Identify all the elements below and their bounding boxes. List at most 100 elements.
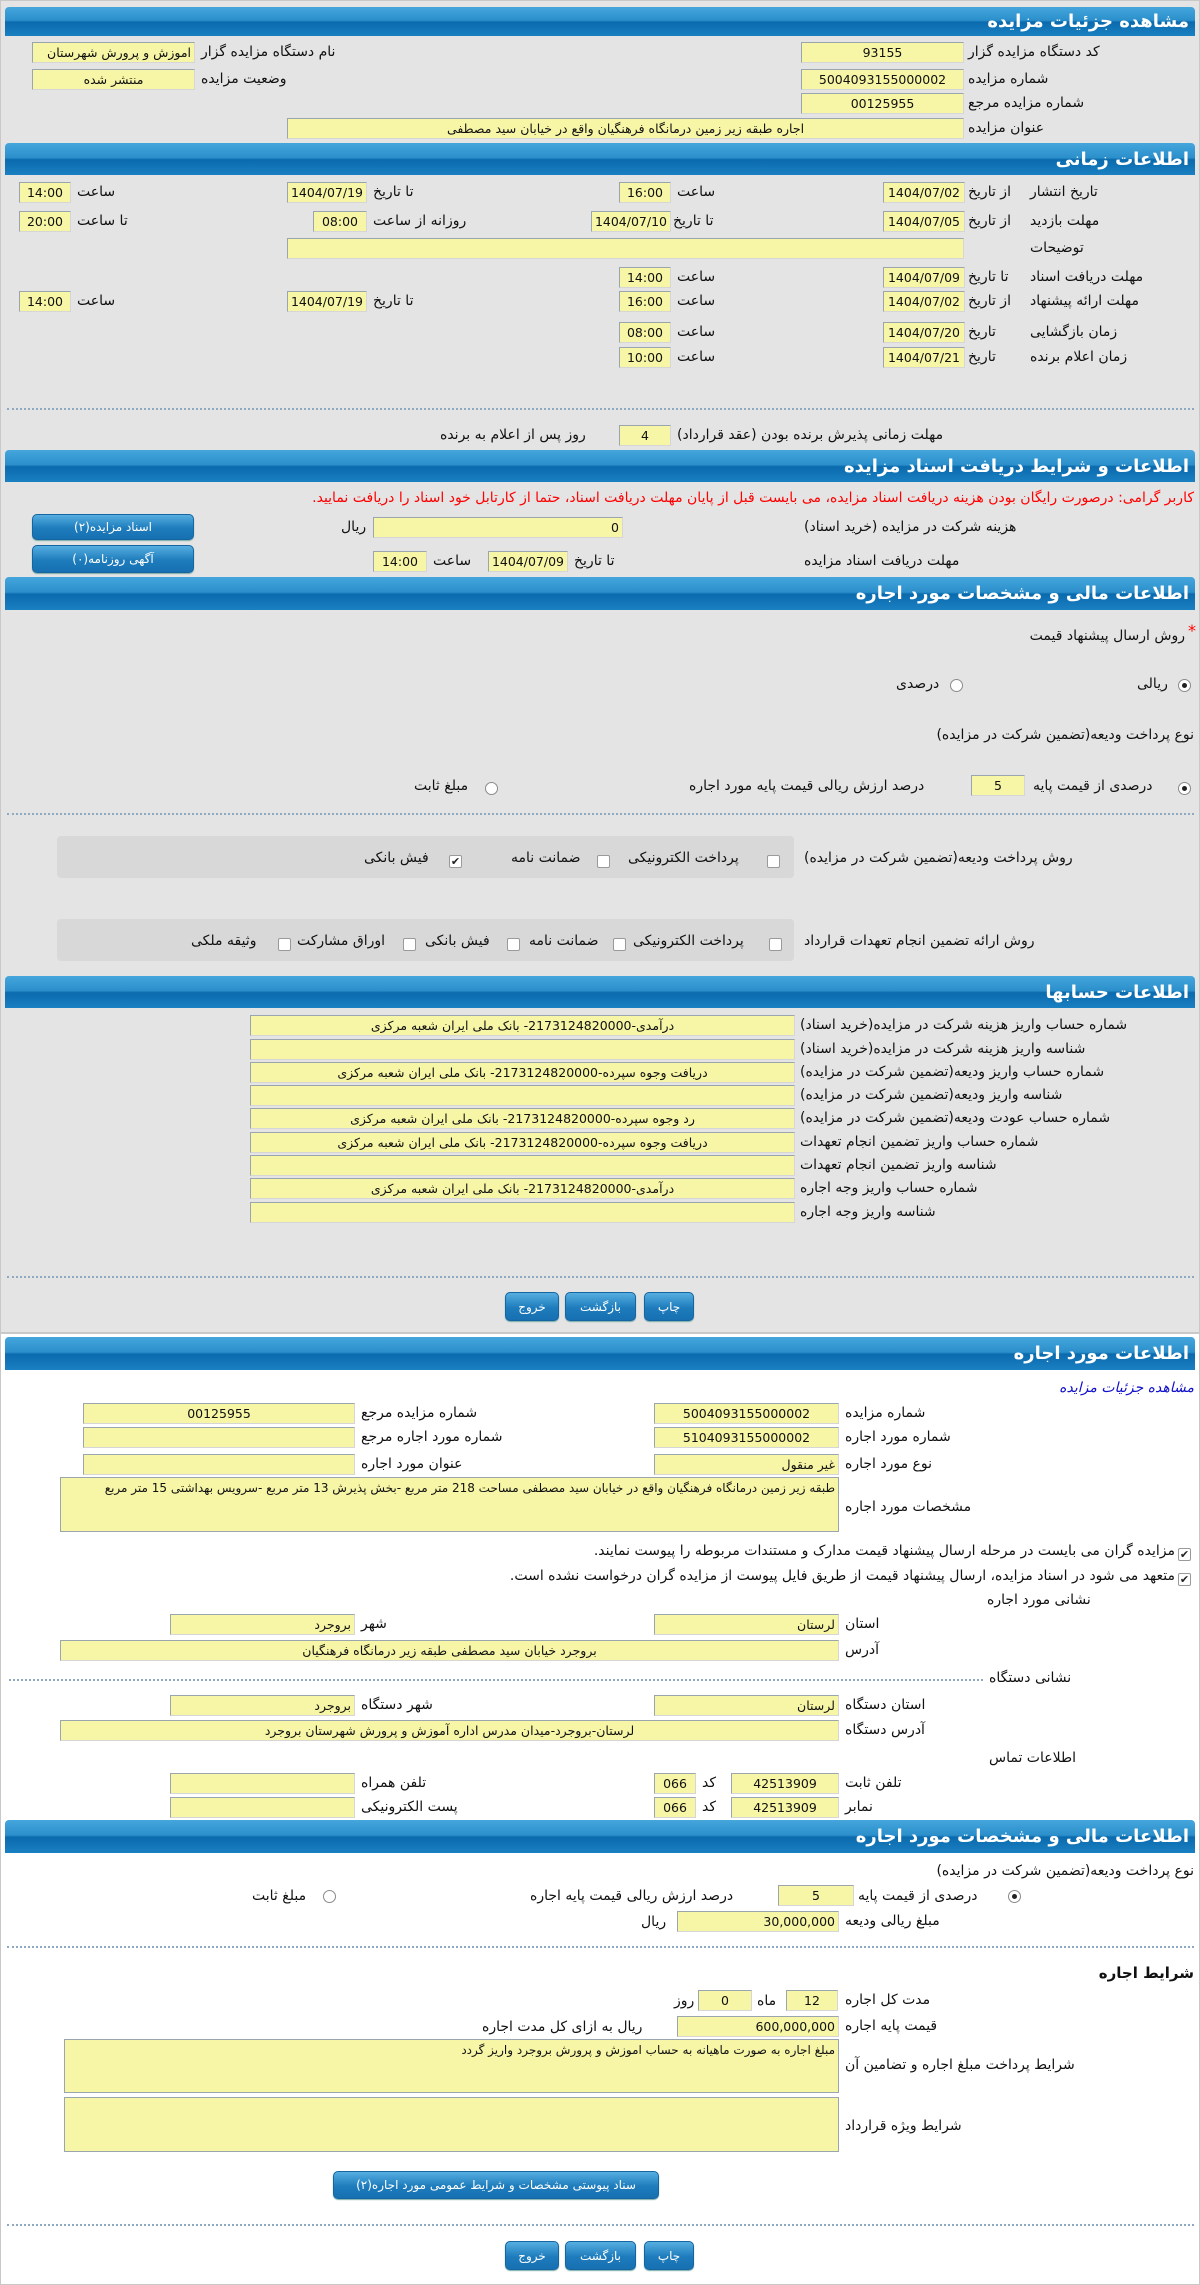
radio-button[interactable]: [485, 782, 498, 795]
auction-org-name-field[interactable]: اموزش و پرورش شهرستان: [32, 42, 195, 63]
timing-opening-time-field[interactable]: 08:00: [619, 322, 671, 343]
accounts-rows-6-value-field[interactable]: [250, 1155, 795, 1176]
auction-status-field[interactable]: منتشر شده: [32, 69, 195, 90]
lease-financial-percent-field[interactable]: 5: [778, 1885, 854, 1906]
timing-visit-to-date-field[interactable]: 1404/07/10: [591, 211, 671, 232]
financial-guarantee-methods-1-label: ضمانت نامه: [529, 933, 599, 949]
lease-item-org-province-field[interactable]: لرستان: [654, 1695, 839, 1716]
attachment-documents-button[interactable]: سناد پیوستی مشخصات و شرایط عمومی مورد اج…: [333, 2171, 659, 2199]
accounts-rows-2-value-field[interactable]: دریافت وجوه سپرده-2173124820000- بانک مل…: [250, 1062, 795, 1083]
auction-number-field[interactable]: 5004093155000002: [801, 69, 964, 90]
auction-ref-field[interactable]: 00125955: [801, 93, 964, 114]
auction-documents-button[interactable]: اسناد مزایده(۲): [32, 514, 194, 540]
lease-item-type-field[interactable]: غیر منقول: [654, 1454, 839, 1475]
lease-item-fax-field[interactable]: 42513909: [731, 1797, 839, 1818]
lease-financial-payment-terms-textarea[interactable]: مبلغ اجاره به صورت ماهیانه به حساب اموزش…: [64, 2039, 839, 2093]
timing-offer-to-date-field[interactable]: 1404/07/19: [287, 291, 367, 312]
accounts-rows-8-value-field[interactable]: [250, 1202, 795, 1223]
timing-docs-time-label: ساعت: [677, 269, 716, 285]
radio-button[interactable]: [1178, 679, 1191, 692]
exit-button[interactable]: خروج: [505, 1292, 559, 1321]
accounts-rows-4-value-field[interactable]: رد وجوه سپرده-2173124820000- بانک ملی ای…: [250, 1108, 795, 1129]
timing-notes-value-field[interactable]: [287, 238, 964, 259]
checkbox[interactable]: ✔: [449, 855, 462, 868]
financial-price-method-options-0-label: ریالی: [1137, 676, 1168, 692]
timing-docs-to-label: تا تاریخ: [968, 269, 1009, 285]
lease-item-mobile-field[interactable]: [170, 1773, 355, 1794]
lease-financial-deposit-amount-field[interactable]: 30,000,000: [677, 1911, 839, 1932]
lease-item-city-field[interactable]: بروجرد: [170, 1614, 355, 1635]
checkbox[interactable]: ✔: [1178, 1548, 1191, 1561]
radio-button[interactable]: [1178, 782, 1191, 795]
timing-docs-label: مهلت دریافت اسناد: [1030, 269, 1144, 285]
lease-item-item-title-field[interactable]: [83, 1454, 355, 1475]
accounts-rows-7-value-field[interactable]: درآمدی-2173124820000- بانک ملی ایران شعب…: [250, 1178, 795, 1199]
lease-financial-base-price-field[interactable]: 600,000,000: [677, 2016, 839, 2037]
lease-item-specs-textarea[interactable]: طبقه زیر زمین درمانگاه فرهنگیان واقع در …: [60, 1477, 839, 1532]
radio-button[interactable]: [1008, 1890, 1021, 1903]
timing-visit-daily-from-field[interactable]: 08:00: [313, 211, 367, 232]
docs-section-fee-field[interactable]: 0: [373, 517, 623, 538]
timing-opening-date-field[interactable]: 1404/07/20: [883, 322, 965, 343]
timing-winner-time-field[interactable]: 10:00: [619, 347, 671, 368]
lease-financial-days-field[interactable]: 0: [698, 1990, 752, 2011]
checkbox[interactable]: [767, 855, 780, 868]
section-header: اطلاعات زمانی: [5, 143, 1195, 175]
print-button[interactable]: چاپ: [644, 2241, 694, 2270]
lease-item-phone-field[interactable]: 42513909: [731, 1773, 839, 1794]
accounts-rows-0-value-field[interactable]: درآمدی-2173124820000- بانک ملی ایران شعب…: [250, 1015, 795, 1036]
lease-item-number-field[interactable]: 5004093155000002: [654, 1403, 839, 1424]
lease-item-link[interactable]: مشاهده جزئیات مزایده: [1059, 1380, 1194, 1396]
exit-button[interactable]: خروج: [505, 2241, 559, 2270]
checkbox[interactable]: [613, 938, 626, 951]
lease-item-ref-field[interactable]: 00125955: [83, 1403, 355, 1424]
docs-section-to-date-field[interactable]: 1404/07/09: [488, 551, 568, 572]
checkbox[interactable]: ✔: [1178, 1573, 1191, 1586]
lease-item-email-field[interactable]: [170, 1797, 355, 1818]
newspaper-ad-button[interactable]: آگهی روزنامه(۰): [32, 545, 194, 573]
lease-financial-months-field[interactable]: 12: [786, 1990, 838, 2011]
timing-offer-from-date-field[interactable]: 1404/07/02: [883, 291, 965, 312]
timing-docs-to-date-field[interactable]: 1404/07/09: [883, 267, 965, 288]
lease-financial-base-price-label: قیمت پایه اجاره: [845, 2018, 938, 2034]
back-button[interactable]: بازگشت: [565, 1292, 636, 1321]
lease-item-province-field[interactable]: لرستان: [654, 1614, 839, 1635]
timing-offer-to-time-field[interactable]: 14:00: [19, 291, 71, 312]
checkbox[interactable]: [278, 938, 291, 951]
lease-item-ref-label: شماره مزایده مرجع: [361, 1405, 478, 1421]
accounts-rows-3-value-field[interactable]: [250, 1085, 795, 1106]
timing-acceptance-days-field[interactable]: 4: [619, 425, 671, 446]
checkbox[interactable]: [507, 938, 520, 951]
timing-visit-from-date-field[interactable]: 1404/07/05: [883, 211, 965, 232]
radio-button[interactable]: [950, 679, 963, 692]
timing-winner-date-field[interactable]: 1404/07/21: [883, 347, 965, 368]
lease-item-address-field[interactable]: بروجرد خیابان سید مصطفی طبقه زیر درمانگا…: [60, 1640, 839, 1661]
lease-item-item-number-field[interactable]: 5104093155000002: [654, 1427, 839, 1448]
checkbox[interactable]: [403, 938, 416, 951]
financial-deposit-percent-field[interactable]: 5: [971, 775, 1025, 796]
accounts-rows-5-value-field[interactable]: دریافت وجوه سپرده-2173124820000- بانک مل…: [250, 1132, 795, 1153]
accounts-rows-1-value-field[interactable]: [250, 1039, 795, 1060]
print-button[interactable]: چاپ: [644, 1292, 694, 1321]
timing-offer-from-time-field[interactable]: 16:00: [619, 291, 671, 312]
lease-item-fax-code-field[interactable]: 066: [654, 1797, 696, 1818]
back-button[interactable]: بازگشت: [565, 2241, 636, 2270]
timing-visit-daily-to-field[interactable]: 20:00: [19, 211, 71, 232]
radio-button[interactable]: [323, 1890, 336, 1903]
timing-publish-from-time-field[interactable]: 16:00: [619, 182, 671, 203]
timing-docs-time-field[interactable]: 14:00: [619, 267, 671, 288]
timing-publish-to-time-field[interactable]: 14:00: [19, 182, 71, 203]
docs-section-time-field[interactable]: 14:00: [373, 551, 427, 572]
checkbox[interactable]: [769, 938, 782, 951]
timing-publish-from-date-field[interactable]: 1404/07/02: [883, 182, 965, 203]
auction-subject-field[interactable]: اجاره طبقه زیر زمین درمانگاه فرهنگیان وا…: [287, 118, 964, 139]
lease-item-org-city-field[interactable]: بروجرد: [170, 1695, 355, 1716]
lease-item-org-address-field[interactable]: لرستان-بروجرد-میدان مدرس اداره آموزش و پ…: [60, 1720, 839, 1741]
lease-item-phone-code-field[interactable]: 066: [654, 1773, 696, 1794]
timing-publish-to-date-field[interactable]: 1404/07/19: [287, 182, 367, 203]
divider: [7, 1276, 1194, 1278]
checkbox[interactable]: [597, 855, 610, 868]
lease-financial-special-terms-textarea[interactable]: [64, 2097, 839, 2152]
lease-item-item-ref-field[interactable]: [83, 1427, 355, 1448]
auction-org-code-field[interactable]: 93155: [801, 42, 964, 63]
